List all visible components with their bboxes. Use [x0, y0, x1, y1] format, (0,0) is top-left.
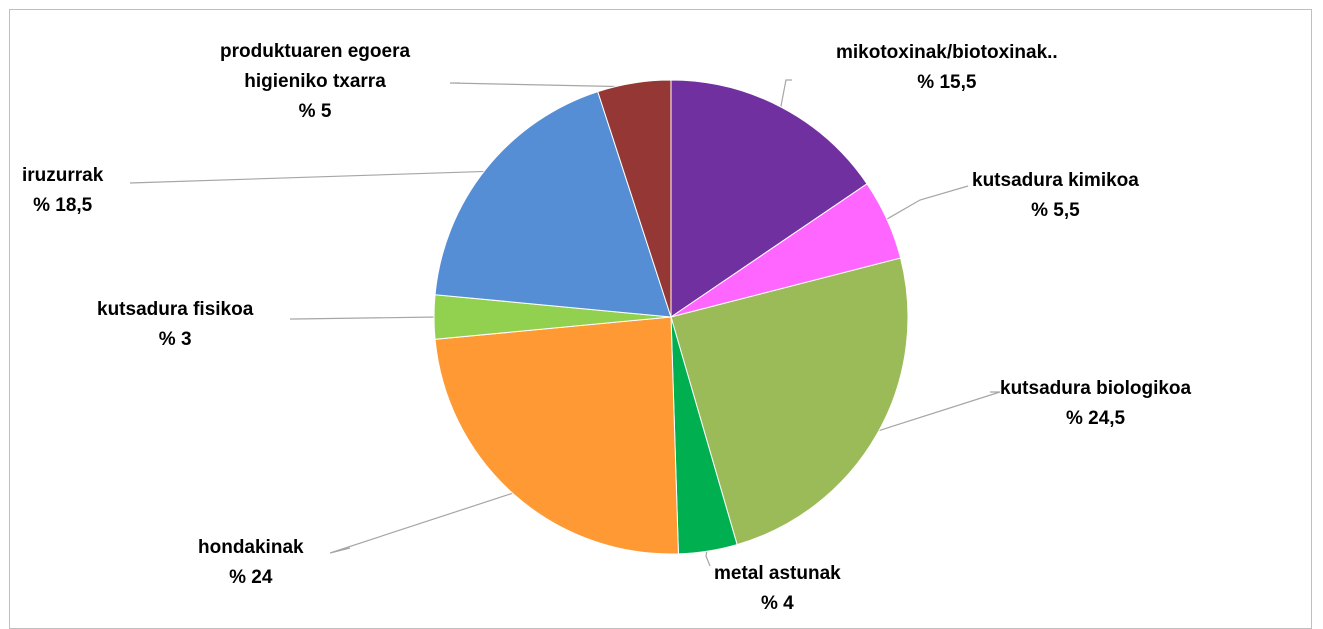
data-label-kutsadura-kimikoa: kutsadura kimikoa % 5,5	[972, 166, 1139, 226]
pie-slice-0	[670, 79, 868, 318]
leader-lines	[129, 79, 1001, 567]
leader-line-4	[329, 491, 518, 554]
pie-slice-2	[670, 257, 909, 546]
slice-value: % 18,5	[33, 195, 93, 216]
slice-label: kutsadura kimikoa	[972, 170, 1139, 191]
slice-value: % 5	[298, 101, 332, 122]
slice-label: metal astunak	[714, 563, 841, 584]
leader-line-2	[873, 391, 1001, 433]
data-label-metal-astunak: metal astunak % 4	[714, 559, 841, 619]
leader-line-5	[290, 316, 439, 320]
data-label-kutsadura-fisikoa: kutsadura fisikoa % 3	[97, 295, 253, 355]
data-label-hondakinak: hondakinak % 24	[198, 533, 304, 593]
slice-value: % 15,5	[917, 72, 977, 93]
slice-value: % 24,5	[1065, 408, 1126, 429]
slice-label: mikotoxinak/biotoxinak..	[836, 42, 1058, 63]
slice-label: iruzurrak	[22, 165, 104, 186]
pie-slice-6	[434, 90, 672, 318]
slice-label-line-2: higieniko txarra	[244, 71, 386, 92]
slice-value: % 3	[158, 329, 192, 350]
data-label-iruzurrak: iruzurrak % 18,5	[22, 161, 103, 221]
slice-label: kutsadura fisikoa	[97, 299, 254, 320]
slice-value: % 4	[760, 593, 794, 614]
slice-label: hondakinak	[198, 537, 304, 558]
leader-line-1	[883, 185, 969, 222]
slice-value: % 5,5	[1031, 200, 1080, 221]
data-label-produktuaren-egoera: produktuaren egoera higieniko txarra % 5	[220, 37, 410, 127]
slice-label: kutsadura biologikoa	[1000, 378, 1192, 399]
pie-slices	[433, 79, 909, 555]
pie-slice-4	[434, 316, 679, 555]
leader-line-6	[129, 170, 490, 184]
leader-line-0	[779, 79, 792, 112]
slice-value: % 24	[229, 567, 273, 588]
data-label-mikotoxinak: mikotoxinak/biotoxinak.. % 15,5	[836, 38, 1058, 98]
data-label-kutsadura-biologikoa: kutsadura biologikoa % 24,5	[1000, 374, 1191, 434]
leader-line-7	[449, 82, 635, 88]
pie-slice-7	[597, 79, 672, 318]
slice-label-line-1: produktuaren egoera	[220, 41, 411, 62]
